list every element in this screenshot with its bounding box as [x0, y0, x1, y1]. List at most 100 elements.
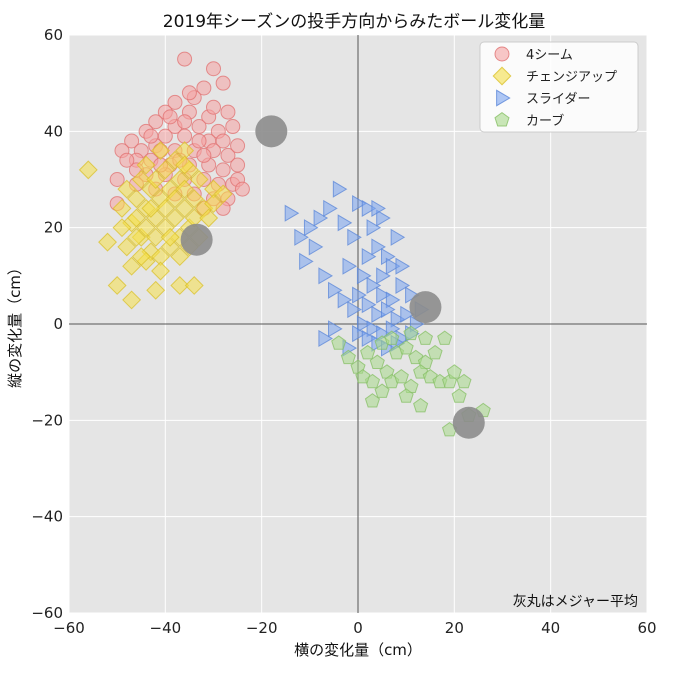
data-point [337, 214, 353, 232]
data-point [381, 300, 396, 319]
data-point [323, 199, 338, 217]
data-point [374, 383, 390, 398]
data-point [398, 340, 414, 355]
data-point [364, 393, 381, 408]
data-point [175, 198, 195, 218]
legend-label: チェンジアップ [526, 70, 617, 85]
data-point [225, 119, 241, 135]
data-point [146, 170, 166, 189]
data-point [456, 373, 472, 389]
y-tick-label: 0 [53, 315, 63, 333]
data-point [371, 199, 386, 217]
data-point [160, 237, 180, 257]
data-point [143, 128, 159, 144]
data-point [371, 238, 386, 256]
data-point [313, 209, 329, 227]
data-point [148, 114, 164, 130]
data-point [126, 208, 146, 228]
data-point [451, 388, 467, 403]
y-tick-label: −20 [31, 411, 63, 429]
average-markers [180, 115, 485, 439]
data-point [175, 179, 195, 199]
data-point [199, 208, 219, 228]
data-point [376, 267, 391, 285]
data-point [215, 75, 231, 91]
data-point [124, 133, 140, 149]
data-point [122, 290, 142, 310]
data-point [117, 237, 137, 257]
data-point [356, 267, 372, 285]
y-tick-label: 40 [44, 122, 63, 140]
data-point [366, 219, 382, 237]
chart-title: 2019年シーズンの投手方向からみたボール変化量 [163, 12, 545, 32]
data-point [230, 157, 246, 173]
x-tick-label: 0 [353, 619, 363, 637]
data-point [181, 85, 197, 101]
data-point [390, 310, 406, 328]
data-point [177, 128, 193, 144]
legend-label: カーブ [526, 113, 564, 129]
data-point [196, 80, 212, 96]
data-point [126, 189, 146, 209]
data-point [352, 325, 367, 343]
series-2 [78, 141, 233, 310]
legend-marker [492, 66, 512, 86]
x-tick-label: 40 [541, 619, 560, 637]
data-point [361, 329, 377, 348]
data-point [206, 99, 221, 115]
legend-marker [494, 46, 510, 62]
data-point [220, 104, 236, 120]
data-point [361, 296, 377, 314]
data-point [170, 276, 190, 295]
data-point [136, 155, 156, 175]
data-point [112, 198, 132, 218]
data-point [146, 280, 166, 300]
data-point [294, 228, 309, 246]
data-point [371, 305, 386, 323]
data-point [446, 364, 462, 379]
data-point [303, 219, 319, 237]
legend-box [479, 41, 639, 133]
data-point [360, 344, 376, 360]
data-point [328, 320, 343, 338]
data-point [347, 228, 362, 246]
data-point [328, 281, 343, 299]
data-point [215, 133, 231, 149]
x-tick-label: 20 [445, 619, 464, 637]
data-point [151, 261, 170, 281]
data-point [141, 198, 161, 218]
data-point [417, 330, 434, 345]
y-tick-label: 60 [44, 26, 63, 44]
data-point [191, 119, 207, 135]
data-point [107, 276, 127, 295]
data-point [376, 209, 391, 227]
average-marker [255, 115, 288, 148]
data-point [155, 198, 175, 218]
data-point [390, 228, 406, 246]
data-point [385, 291, 401, 309]
data-point [220, 147, 236, 163]
y-axis-label: 縦の変化量（cm） [6, 260, 24, 388]
data-point [385, 257, 401, 275]
data-point [119, 152, 135, 168]
data-point [112, 218, 132, 238]
data-point [331, 335, 347, 350]
data-point [146, 227, 166, 247]
data-point [109, 172, 125, 187]
data-point [122, 256, 142, 276]
x-tick-label: 60 [637, 619, 656, 637]
data-point [318, 267, 333, 285]
data-point [155, 160, 175, 180]
data-point [355, 369, 371, 384]
data-point [342, 257, 358, 275]
data-point [206, 61, 221, 77]
data-point [213, 184, 233, 204]
data-point [167, 94, 183, 110]
data-point [366, 276, 382, 295]
data-point [427, 344, 443, 360]
data-point [117, 179, 137, 199]
data-point [191, 133, 207, 149]
data-point [131, 247, 151, 267]
data-point [170, 247, 190, 267]
